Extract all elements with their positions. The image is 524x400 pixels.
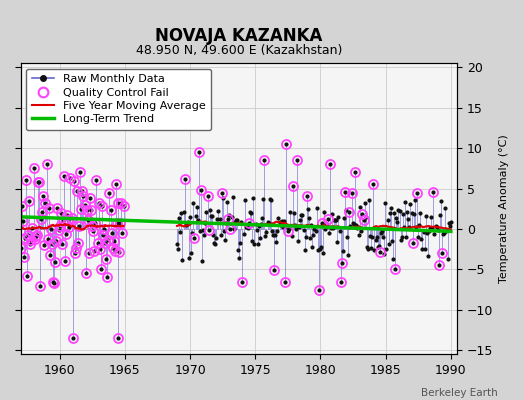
Text: 48.950 N, 49.600 E (Kazakhstan): 48.950 N, 49.600 E (Kazakhstan) bbox=[136, 44, 342, 58]
Legend: Raw Monthly Data, Quality Control Fail, Five Year Moving Average, Long-Term Tren: Raw Monthly Data, Quality Control Fail, … bbox=[26, 69, 211, 130]
Y-axis label: Temperature Anomaly (°C): Temperature Anomaly (°C) bbox=[499, 134, 509, 283]
Text: Berkeley Earth: Berkeley Earth bbox=[421, 388, 498, 398]
Title: NOVAJA KAZANKA: NOVAJA KAZANKA bbox=[155, 27, 323, 45]
